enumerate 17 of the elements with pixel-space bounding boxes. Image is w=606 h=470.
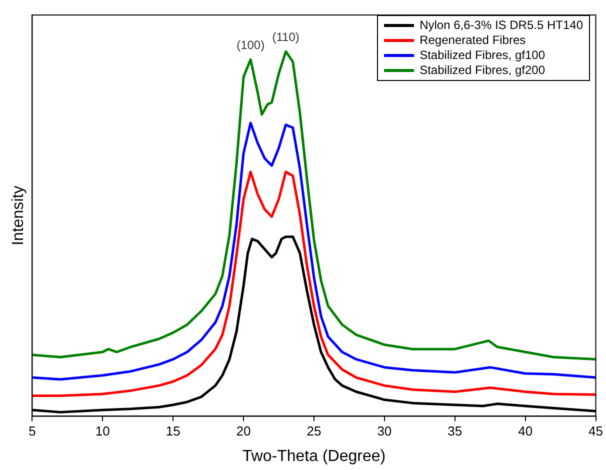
x-axis-title: Two-Theta (Degree) — [242, 448, 386, 465]
x-tick-label: 20 — [236, 424, 251, 439]
x-tick-label: 5 — [28, 424, 36, 439]
legend-label: Stabilized Fibres, gf100 — [420, 48, 545, 63]
x-tick-label: 30 — [377, 424, 392, 439]
x-tick-label: 10 — [95, 424, 110, 439]
legend-label: Stabilized Fibres, gf200 — [420, 63, 545, 78]
annotation: (110) — [272, 30, 300, 44]
x-tick-label: 35 — [448, 424, 462, 439]
x-tick-label: 45 — [588, 424, 604, 439]
x-tick-label: 40 — [518, 424, 533, 439]
legend-label: Nylon 6,6-3% IS DR5.5 HT140 — [420, 18, 583, 33]
y-axis-title: Intensity — [10, 186, 28, 246]
x-tick-label: 25 — [306, 424, 322, 439]
x-tick-label: 15 — [166, 424, 180, 439]
annotation: (100) — [236, 38, 265, 52]
legend-label: Regenerated Fibres — [420, 33, 526, 48]
